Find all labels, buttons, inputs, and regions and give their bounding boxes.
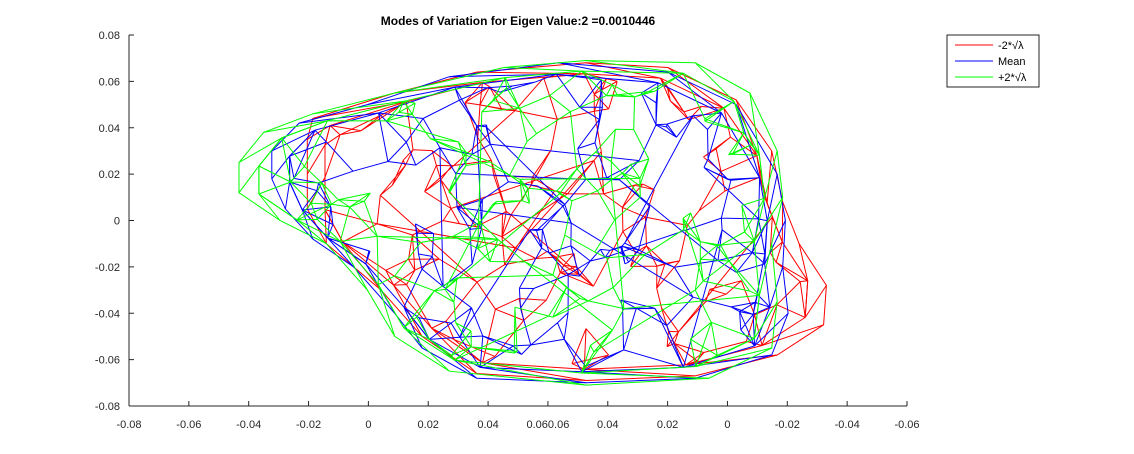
chart-title: Modes of Variation for Eigen Value:2 =0.… <box>381 14 656 28</box>
series-edges <box>238 60 784 386</box>
y-tick-label: -0.04 <box>95 308 120 320</box>
series-outline <box>271 62 789 384</box>
x-tick-label: -0.04 <box>236 419 261 431</box>
y-tick-label: 0 <box>114 216 120 228</box>
x-ticks: -0.08 -0.06 -0.04 -0.02 0 0.02 0.04 0.060.06 0.0… <box>116 401 920 431</box>
x-tick-label: 0 <box>365 419 371 431</box>
y-tick-label: 0.04 <box>99 123 120 135</box>
y-tick-label: 0.02 <box>99 169 120 181</box>
y-ticks: -0.08 -0.06 -0.04 -0.02 0 0.02 0.04 0.06 0.08 <box>95 30 134 413</box>
x-tick-label: -0.04 <box>835 419 860 431</box>
axes: -0.08 -0.06 -0.04 -0.02 0 0.02 0.04 0.060.06 0.0… <box>95 30 920 431</box>
legend-label-mean: Mean <box>998 56 1026 68</box>
series-outline <box>238 59 784 386</box>
y-tick-label: -0.02 <box>95 262 120 274</box>
y-tick-label: 0.06 <box>99 76 120 88</box>
x-tick-label: 0.04 <box>477 419 498 431</box>
series-mesh-2 <box>238 59 784 386</box>
x-tick-label: 0.060.06 <box>527 419 570 431</box>
x-tick-label: 0 <box>724 419 730 431</box>
legend: -2*√λ Mean +2*√λ <box>946 34 1040 88</box>
x-tick-label: 0.02 <box>418 419 439 431</box>
x-tick-label: -0.06 <box>176 419 201 431</box>
x-tick-label: -0.02 <box>296 419 321 431</box>
x-tick-label: -0.08 <box>116 419 141 431</box>
x-tick-label: 0.02 <box>657 419 678 431</box>
series-edges <box>271 62 789 384</box>
x-tick-label: -0.06 <box>894 419 919 431</box>
y-tick-label: -0.06 <box>95 355 120 367</box>
y-tick-label: 0.08 <box>99 30 120 42</box>
legend-label-plus: +2*√λ <box>998 72 1027 84</box>
legend-label-minus: -2*√λ <box>998 40 1024 52</box>
y-tick-label: -0.08 <box>95 401 120 413</box>
wireframe-mesh <box>238 59 827 386</box>
x-tick-label: -0.02 <box>775 419 800 431</box>
x-tick-label: 0.04 <box>597 419 618 431</box>
